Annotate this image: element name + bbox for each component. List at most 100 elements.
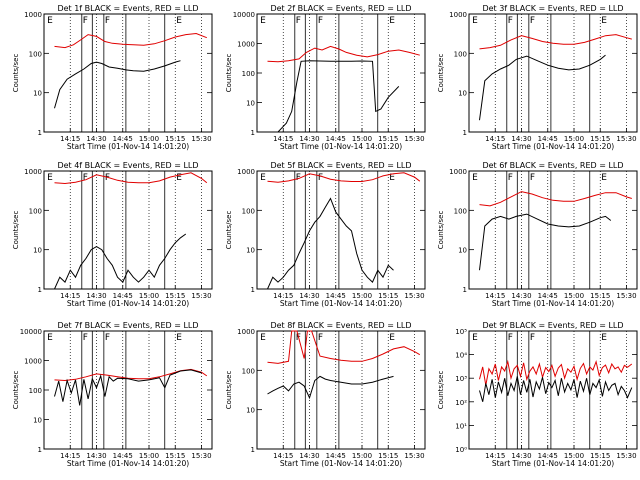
detector-panel-9: Det 9f BLACK = Events, RED = LLD E F F E 10⁰ 1…: [437, 321, 638, 468]
x-tick-label: 14:45: [113, 292, 133, 300]
x-tick-label: 15:30: [404, 292, 424, 300]
y-tick-label: 100: [29, 50, 42, 58]
lld-series-line: [267, 330, 421, 364]
x-tick-label: 14:45: [113, 135, 133, 143]
time-marker-label: E: [176, 16, 182, 26]
y-tick-label: 1000: [24, 358, 42, 366]
y-tick-label: 1000: [24, 168, 42, 176]
x-axis-label: Start Time (01-Nov-14 14:01:20): [67, 142, 189, 151]
y-tick-label: 10⁰: [455, 446, 467, 454]
y-tick-label: 10: [246, 247, 255, 255]
plot-frame: [43, 13, 213, 133]
time-marker-label: E: [260, 16, 266, 26]
x-tick-label: 15:30: [616, 135, 636, 143]
time-marker-label: F: [530, 173, 535, 183]
events-series-line: [479, 376, 633, 402]
y-tick-label: 1000: [449, 168, 467, 176]
y-axis-label: Counts/sec: [12, 371, 20, 410]
time-marker-label: F: [508, 333, 513, 343]
y-tick-label: 10: [33, 90, 42, 98]
y-tick-label: 100: [454, 50, 467, 58]
time-marker-label: E: [389, 333, 395, 343]
panel-title: Det 2f BLACK = Events, RED = LLD: [270, 4, 411, 13]
y-axis-label: Counts/sec: [225, 54, 233, 93]
y-tick-label: 10²: [455, 399, 467, 407]
time-marker-label: F: [318, 173, 323, 183]
y-tick-label: 1: [38, 286, 42, 294]
plot-frame: [468, 13, 638, 133]
x-tick-label: 15:30: [191, 135, 211, 143]
x-tick-label: 15:15: [165, 292, 185, 300]
x-tick-label: 14:30: [299, 452, 319, 460]
y-tick-label: 1000: [237, 41, 255, 49]
x-tick-label: 14:30: [299, 135, 319, 143]
x-tick-label: 14:30: [511, 292, 531, 300]
detector-panel-2: Det 2f BLACK = Events, RED = LLD E F F E 1 10 1…: [225, 4, 426, 151]
x-tick-label: 15:00: [352, 292, 372, 300]
x-tick-label: 14:45: [538, 292, 558, 300]
x-axis-label: Start Time (01-Nov-14 14:01:20): [280, 299, 402, 308]
y-tick-label: 10⁴: [455, 352, 467, 360]
x-tick-label: 14:30: [299, 292, 319, 300]
events-series-line: [54, 60, 181, 109]
x-tick-label: 14:30: [511, 135, 531, 143]
y-tick-label: 10: [458, 247, 467, 255]
x-tick-label: 14:15: [60, 135, 80, 143]
y-axis-label: Counts/sec: [225, 211, 233, 250]
x-axis-label: Start Time (01-Nov-14 14:01:20): [492, 459, 614, 468]
y-axis-label: Counts/sec: [437, 54, 445, 93]
x-axis-label: Start Time (01-Nov-14 14:01:20): [492, 299, 614, 308]
detector-panel-7: Det 7f BLACK = Events, RED = LLD E F F E 1 10 1…: [12, 321, 213, 468]
y-tick-label: 1: [251, 286, 255, 294]
x-tick-label: 14:15: [485, 452, 505, 460]
time-marker-label: F: [296, 173, 301, 183]
x-tick-label: 15:30: [191, 292, 211, 300]
x-tick-label: 14:15: [485, 292, 505, 300]
panel-title: Det 7f BLACK = Events, RED = LLD: [57, 321, 198, 330]
x-axis-label: Start Time (01-Nov-14 14:01:20): [280, 142, 402, 151]
y-tick-label: 100: [29, 387, 42, 395]
time-marker-label: F: [508, 173, 513, 183]
x-tick-label: 14:15: [273, 135, 293, 143]
events-series-line: [479, 213, 612, 271]
x-tick-label: 15:30: [616, 292, 636, 300]
time-marker-label: E: [472, 333, 478, 343]
events-series-line: [267, 197, 394, 290]
y-tick-label: 1000: [24, 11, 42, 19]
x-tick-label: 14:45: [538, 135, 558, 143]
y-axis-label: Counts/sec: [12, 54, 20, 93]
y-axis-label: Counts/sec: [225, 371, 233, 410]
y-tick-label: 1: [38, 446, 42, 454]
y-tick-label: 1: [463, 129, 467, 137]
detector-panel-3: Det 3f BLACK = Events, RED = LLD E F F E 1 10 1…: [437, 4, 638, 151]
x-tick-label: 15:15: [590, 135, 610, 143]
y-tick-label: 1000: [237, 328, 255, 336]
y-axis-label: Counts/sec: [437, 211, 445, 250]
x-tick-label: 15:15: [378, 135, 398, 143]
plot-frame: [43, 170, 213, 290]
time-marker-label: E: [260, 173, 266, 183]
panel-title: Det 8f BLACK = Events, RED = LLD: [270, 321, 411, 330]
y-tick-label: 10: [33, 247, 42, 255]
x-tick-label: 15:15: [165, 135, 185, 143]
x-tick-label: 15:00: [352, 452, 372, 460]
time-marker-label: F: [530, 333, 535, 343]
x-tick-label: 15:15: [378, 452, 398, 460]
events-series-line: [54, 233, 187, 290]
x-tick-label: 15:15: [590, 452, 610, 460]
y-tick-label: 100: [454, 207, 467, 215]
x-tick-label: 14:30: [511, 452, 531, 460]
time-marker-label: E: [47, 16, 53, 26]
y-axis-label: Counts/sec: [12, 211, 20, 250]
y-tick-label: 100: [242, 367, 255, 375]
panel-title: Det 9f BLACK = Events, RED = LLD: [482, 321, 623, 330]
plot-frame: [256, 170, 426, 290]
time-marker-label: F: [318, 333, 323, 343]
x-tick-label: 14:15: [273, 292, 293, 300]
x-tick-label: 15:15: [165, 452, 185, 460]
panel-title: Det 5f BLACK = Events, RED = LLD: [270, 161, 411, 170]
panel-title: Det 3f BLACK = Events, RED = LLD: [482, 4, 623, 13]
y-tick-label: 1: [251, 129, 255, 137]
lld-series-line: [267, 45, 420, 63]
